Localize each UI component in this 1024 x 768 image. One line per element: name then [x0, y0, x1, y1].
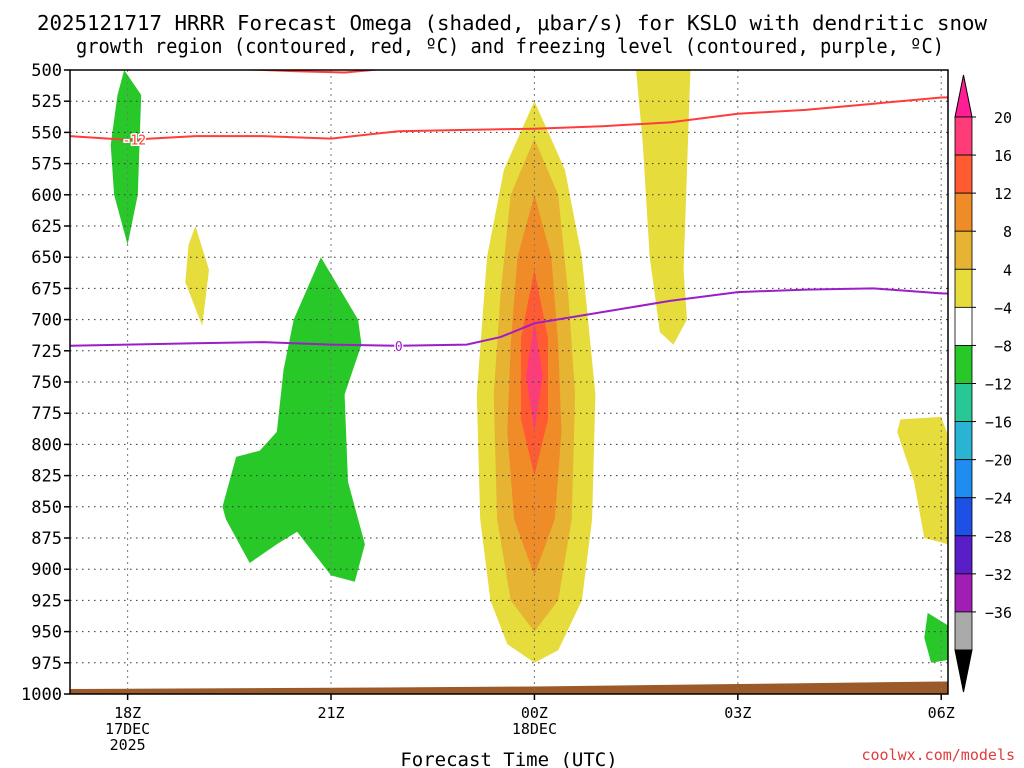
colorbar-label: −24	[985, 490, 1012, 508]
colorbar-label: −16	[985, 414, 1012, 432]
omega-region-4	[636, 70, 691, 345]
omega-region-neg4	[110, 70, 142, 245]
colorbar-bottom-arrow	[954, 649, 973, 693]
colorbar-swatch	[954, 611, 973, 651]
y-tick-label: 800	[31, 435, 62, 455]
colorbar-swatch	[954, 230, 973, 270]
omega-shading	[110, 70, 948, 663]
dgz-contour-line	[234, 70, 384, 74]
y-tick-label: 525	[31, 92, 62, 112]
y-tick-label: 650	[31, 248, 62, 268]
x-tick-label: 03Z	[724, 704, 751, 722]
colorbar-swatch	[954, 192, 973, 232]
colorbar-label: −32	[985, 566, 1012, 584]
colorbar-swatch	[954, 535, 973, 575]
y-tick-label: 775	[31, 404, 62, 424]
y-tick-label: 1000	[21, 685, 62, 705]
gridlines	[70, 69, 948, 695]
contours: -1200	[70, 70, 948, 356]
terrain-surface	[70, 681, 948, 694]
colorbar-label: 8	[1003, 223, 1012, 241]
colorbar-label: −4	[994, 299, 1012, 317]
x-tick-label: 2025	[110, 736, 146, 754]
axes: 500 525 550 575 600 625 650 675 700 725 750 775 800 8…	[21, 61, 955, 754]
y-tick-label: 750	[31, 373, 62, 393]
y-tick-label: 875	[31, 529, 62, 549]
colorbar-swatch	[954, 459, 973, 499]
x-tick-label: 21Z	[317, 704, 344, 722]
freezing-level-label: 0	[395, 340, 403, 355]
colorbar-label: −28	[985, 528, 1012, 546]
y-tick-label: 550	[31, 123, 62, 143]
x-tick-label: 17DEC	[105, 720, 150, 738]
chart-title-line1: 2025121717 HRRR Forecast Omega (shaded, …	[37, 11, 988, 35]
colorbar-label: 20	[994, 109, 1012, 127]
x-tick-label: 18DEC	[512, 720, 557, 738]
y-tick-label: 500	[31, 61, 62, 81]
colorbar-swatch	[954, 421, 973, 461]
colorbar-label: −12	[985, 376, 1012, 394]
colorbar-label: 12	[994, 185, 1012, 203]
y-tick-label: 925	[31, 591, 62, 611]
y-tick-label: 675	[31, 279, 62, 299]
omega-region-neg4	[222, 257, 365, 582]
colorbar-label: 16	[994, 147, 1012, 165]
y-tick-label: 900	[31, 560, 62, 580]
colorbar-label: −36	[985, 604, 1012, 622]
y-tick-label: 625	[31, 217, 62, 237]
colorbar-swatch	[954, 154, 973, 194]
omega-region-4	[897, 416, 948, 545]
colorbar-swatch	[954, 573, 973, 613]
dgz-contour-line	[70, 96, 948, 141]
colorbar: 20 16 12 8 4 −4 −8 −12 −16 −20 −24 −28 −32 −36	[954, 74, 1012, 693]
colorbar-label: 4	[1003, 261, 1012, 279]
y-tick-label: 975	[31, 654, 62, 674]
omega-region-20	[526, 319, 543, 432]
x-tick-label: 18Z	[114, 704, 141, 722]
y-tick-label: 575	[31, 155, 62, 175]
colorbar-swatch	[954, 383, 973, 422]
x-tick-label: 00Z	[521, 704, 548, 722]
y-tick-label: 700	[31, 311, 62, 331]
chart-title-line2: growth region (contoured, red, ºC) and f…	[76, 34, 944, 58]
y-tick-label: 950	[31, 623, 62, 643]
colorbar-label: −8	[994, 337, 1012, 355]
y-tick-label: 825	[31, 467, 62, 487]
colorbar-label: −20	[985, 452, 1012, 470]
omega-region-neg4	[924, 612, 948, 663]
source-credit: coolwx.com/models	[861, 746, 1015, 764]
x-tick-label: 06Z	[928, 704, 955, 722]
omega-region-4	[185, 226, 209, 326]
x-axis-label: Forecast Time (UTC)	[400, 749, 617, 768]
colorbar-swatch	[954, 268, 973, 308]
colorbar-swatch	[954, 116, 973, 156]
dgz-contour-label: -12	[123, 134, 146, 149]
y-tick-label: 725	[31, 342, 62, 362]
y-tick-label: 600	[31, 186, 62, 206]
colorbar-swatch	[954, 497, 973, 537]
terrain-fill	[70, 681, 948, 694]
y-tick-label: 850	[31, 498, 62, 518]
colorbar-top-arrow	[954, 74, 973, 118]
freezing-level-line	[70, 287, 948, 347]
colorbar-swatch	[954, 345, 973, 384]
colorbar-swatch	[954, 306, 973, 346]
